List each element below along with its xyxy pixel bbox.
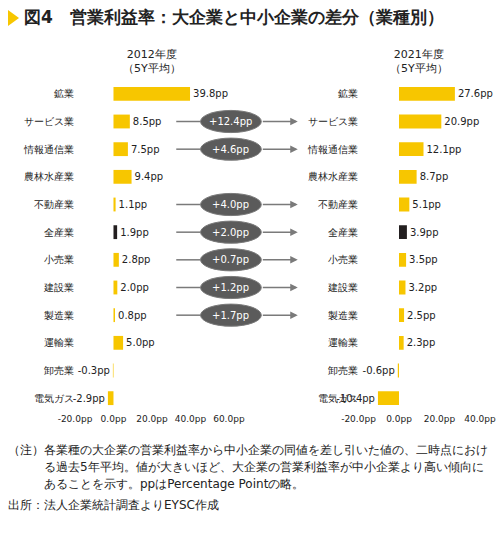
- svg-text:不動産業: 不動産業: [34, 199, 74, 210]
- svg-text:製造業: 製造業: [44, 310, 74, 321]
- svg-text:8.5pp: 8.5pp: [133, 116, 162, 127]
- svg-text:建設業: 建設業: [43, 282, 74, 293]
- svg-text:5.1pp: 5.1pp: [412, 199, 441, 210]
- svg-text:サービス業: サービス業: [308, 116, 358, 127]
- svg-text:20.0pp: 20.0pp: [424, 414, 456, 424]
- svg-text:8.7pp: 8.7pp: [420, 171, 449, 182]
- svg-text:卸売業: 卸売業: [328, 365, 358, 376]
- svg-text:2.8pp: 2.8pp: [122, 254, 151, 265]
- svg-text:運輸業: 運輸業: [328, 337, 358, 348]
- html-text:図4 営業利益率：大企業と中小企業の差分（業種別）: 図4 営業利益率：大企業と中小企業の差分（業種別）: [24, 7, 444, 27]
- svg-text:全産業: 全産業: [44, 227, 74, 238]
- svg-text:39.8pp: 39.8pp: [193, 88, 228, 99]
- svg-text:鉱業: 鉱業: [338, 88, 358, 99]
- svg-text:2.3pp: 2.3pp: [407, 337, 436, 348]
- svg-text:小売業: 小売業: [44, 254, 74, 265]
- svg-text:40.0pp: 40.0pp: [175, 414, 207, 424]
- svg-text:建設業: 建設業: [327, 282, 358, 293]
- svg-text:不動産業: 不動産業: [318, 199, 358, 210]
- svg-text:5.0pp: 5.0pp: [126, 337, 155, 348]
- svg-text:-20.0pp: -20.0pp: [341, 414, 376, 424]
- svg-text:0.0pp: 0.0pp: [101, 414, 127, 424]
- svg-text:+4.6pp: +4.6pp: [212, 144, 249, 155]
- svg-text:12.1pp: 12.1pp: [427, 144, 462, 155]
- svg-text:40.0pp: 40.0pp: [464, 414, 496, 424]
- svg-text:9.4pp: 9.4pp: [135, 171, 164, 182]
- svg-text:2021年度（5Y平均）: 2021年度（5Y平均）: [390, 48, 448, 75]
- svg-text:-0.6pp: -0.6pp: [363, 365, 395, 376]
- svg-text:全産業: 全産業: [328, 227, 358, 238]
- svg-text:電気ガス: 電気ガス: [318, 393, 358, 404]
- svg-text:2.0pp: 2.0pp: [120, 282, 149, 293]
- svg-text:27.6pp: 27.6pp: [458, 88, 493, 99]
- svg-text:情報通信業: 情報通信業: [307, 144, 358, 155]
- svg-text:-10.4pp: -10.4pp: [336, 393, 375, 404]
- svg-text:+1.2pp: +1.2pp: [212, 282, 249, 293]
- svg-text:+4.0pp: +4.0pp: [212, 199, 249, 210]
- svg-text:情報通信業: 情報通信業: [23, 144, 74, 155]
- svg-text:+12.4pp: +12.4pp: [209, 116, 252, 127]
- svg-text:2.5pp: 2.5pp: [407, 310, 436, 321]
- svg-text:0.0pp: 0.0pp: [386, 414, 412, 424]
- svg-text:20.9pp: 20.9pp: [444, 116, 479, 127]
- svg-text:1.1pp: 1.1pp: [119, 199, 148, 210]
- svg-text:運輸業: 運輸業: [44, 337, 74, 348]
- svg-text:3.5pp: 3.5pp: [409, 254, 438, 265]
- html-text:出所：法人企業統計調査よりEYSC作成: 出所：法人企業統計調査よりEYSC作成: [8, 498, 219, 512]
- svg-text:20.0pp: 20.0pp: [136, 414, 168, 424]
- svg-text:卸売業: 卸売業: [44, 365, 74, 376]
- svg-text:製造業: 製造業: [328, 310, 358, 321]
- svg-text:サービス業: サービス業: [24, 116, 74, 127]
- svg-text:鉱業: 鉱業: [54, 88, 74, 99]
- svg-text:-20.0pp: -20.0pp: [58, 414, 93, 424]
- svg-text:+1.7pp: +1.7pp: [212, 310, 249, 321]
- svg-text:農林水産業: 農林水産業: [308, 171, 358, 182]
- svg-text:3.2pp: 3.2pp: [408, 282, 437, 293]
- svg-text:2012年度（5Y平均）: 2012年度（5Y平均）: [123, 48, 181, 75]
- svg-text:+0.7pp: +0.7pp: [212, 254, 249, 265]
- html-text:（注）各業種の大企業の営業利益率から中小企業の同値を差し引い: （注）各業種の大企業の営業利益率から中小企業の同値を差し引いた値の、二時点におけ…: [8, 443, 488, 491]
- svg-text:3.9pp: 3.9pp: [410, 227, 439, 238]
- svg-text:小売業: 小売業: [328, 254, 358, 265]
- svg-text:60.0pp: 60.0pp: [213, 414, 245, 424]
- svg-text:+2.0pp: +2.0pp: [212, 227, 249, 238]
- svg-text:農林水産業: 農林水産業: [24, 171, 74, 182]
- svg-text:0.8pp: 0.8pp: [118, 310, 147, 321]
- svg-text:7.5pp: 7.5pp: [131, 144, 160, 155]
- svg-text:1.9pp: 1.9pp: [120, 227, 149, 238]
- svg-text:-2.9pp: -2.9pp: [73, 393, 105, 404]
- svg-text:電気ガス: 電気ガス: [34, 393, 74, 404]
- svg-text:-0.3pp: -0.3pp: [78, 365, 110, 376]
